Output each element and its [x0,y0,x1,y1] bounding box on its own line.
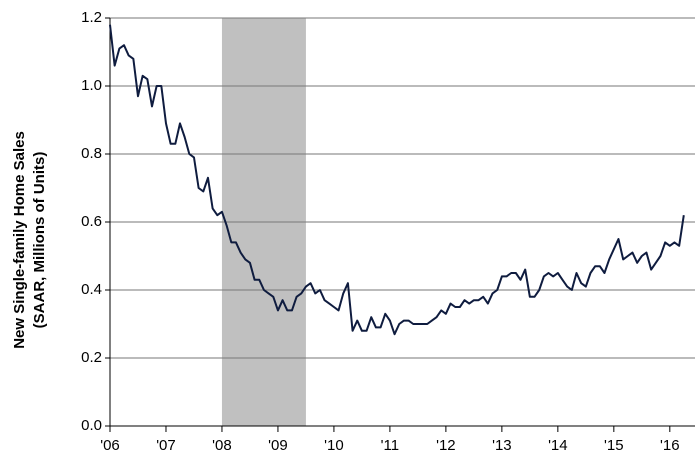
y-axis-label: (SAAR, Millions of Units) [31,152,48,329]
line-series [109,24,685,336]
y-tick-label: 0.2 [81,349,102,366]
y-tick-label: 0.4 [81,281,102,298]
y-tick-label: 0.6 [81,213,102,230]
x-tick-label: '09 [268,437,288,454]
x-tick-label: '16 [660,437,680,454]
y-axis-label: New Single-family Home Sales [11,131,28,349]
y-tick-label: 0.0 [81,417,102,434]
x-tick-label: '13 [492,437,512,454]
x-tick-label: '14 [548,437,568,454]
x-tick-label: '06 [100,437,120,454]
x-tick-label: '07 [156,437,176,454]
x-tick-label: '11 [381,437,399,454]
x-tick-label: '10 [324,437,344,454]
x-tick-label: '08 [212,437,232,454]
x-tick-label: '12 [436,437,456,454]
y-tick-label: 0.8 [81,145,102,162]
x-tick-label: '15 [604,437,624,454]
y-tick-label: 1.2 [81,9,102,26]
y-tick-label: 1.0 [81,77,102,94]
